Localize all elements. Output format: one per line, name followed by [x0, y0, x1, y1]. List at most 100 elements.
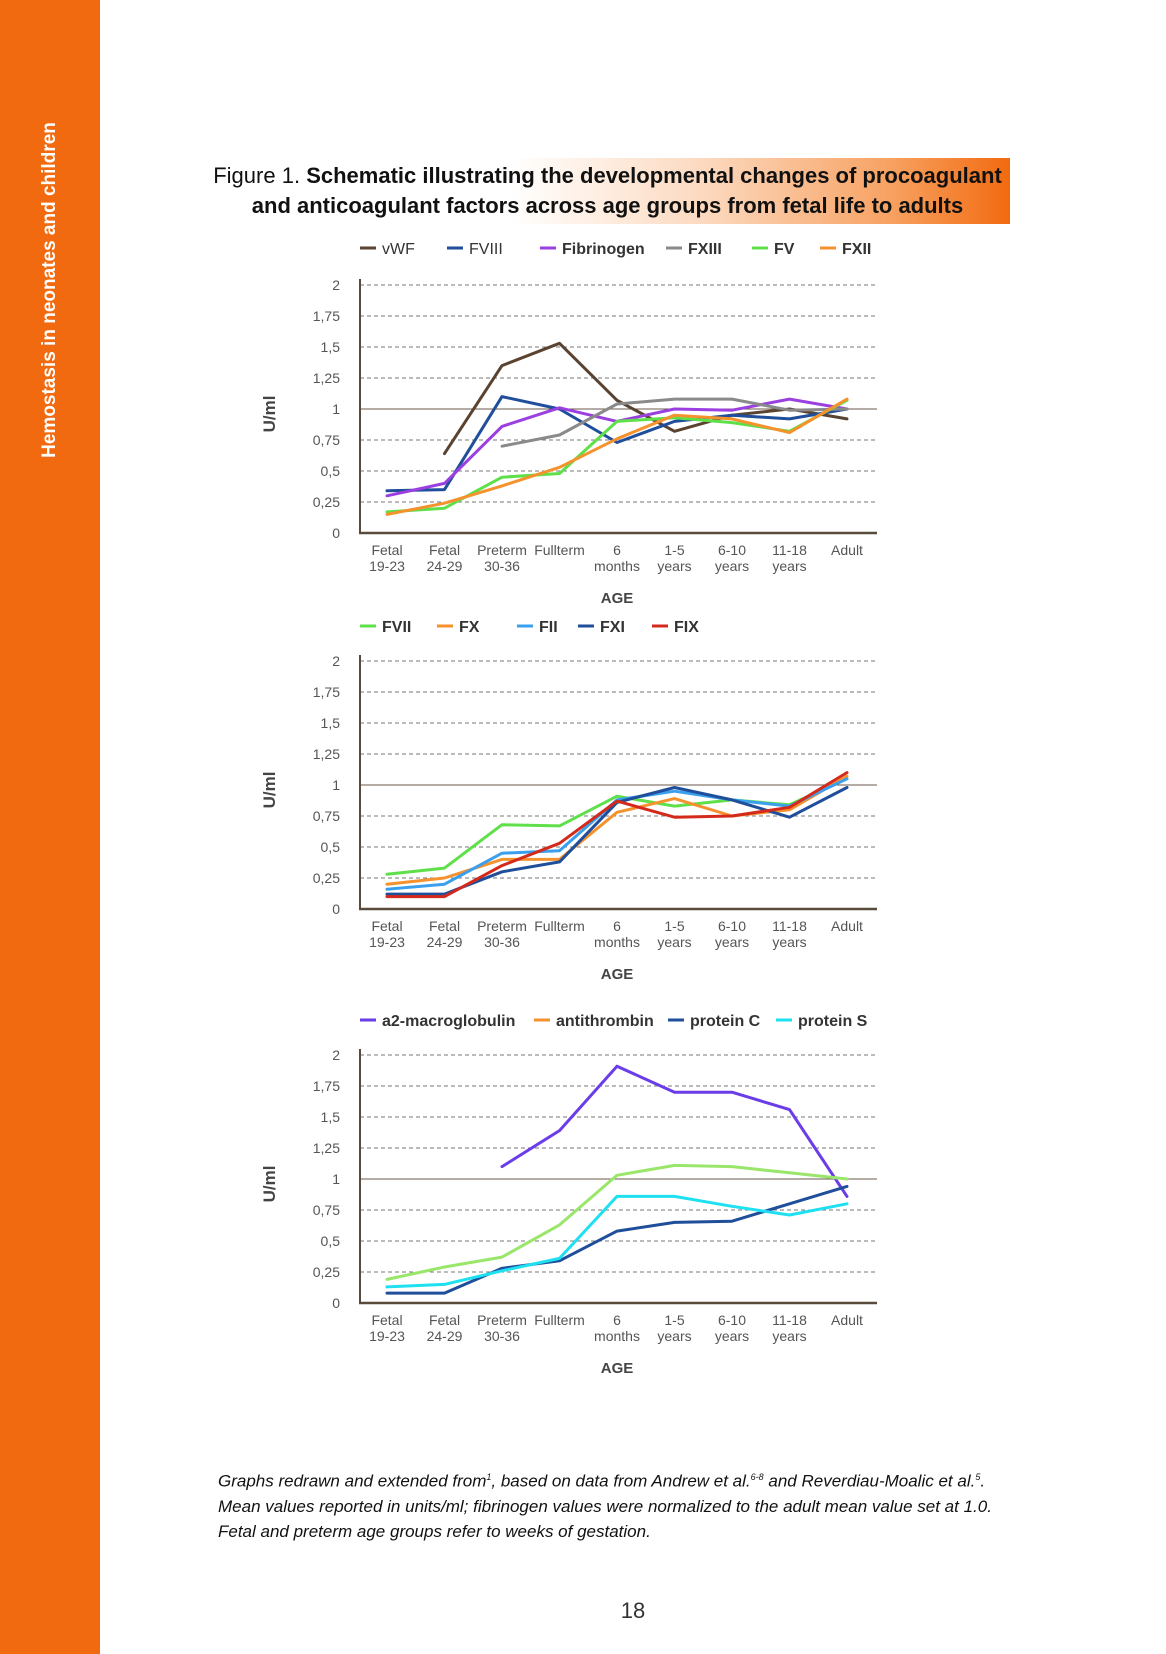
x-tick-label: Fetal — [429, 542, 460, 558]
x-tick-label: Adult — [831, 1312, 863, 1328]
y-tick-label: 1,25 — [313, 746, 340, 762]
x-tick-label: 11-18 — [772, 918, 807, 934]
legend-label: FVIII — [469, 241, 503, 258]
x-axis-label: AGE — [601, 1360, 634, 1377]
y-tick-label: 1,25 — [313, 370, 340, 386]
series-line-antithrombin — [385, 1163, 849, 1281]
x-tick-label: Fetal — [371, 918, 402, 934]
legend-label: Fibrinogen — [562, 241, 645, 258]
legend-label: vWF — [382, 241, 415, 258]
y-tick-label: 1,75 — [313, 308, 340, 324]
caption-ref: 5 — [975, 1472, 981, 1482]
y-tick-label: 2 — [332, 277, 340, 293]
x-tick-label: years — [657, 934, 691, 950]
y-tick-label: 0,25 — [313, 870, 340, 886]
x-tick-label: 24-29 — [427, 934, 463, 950]
y-tick-label: 0 — [332, 1295, 340, 1311]
series-line-fx — [385, 774, 849, 886]
figure-caption: Graphs redrawn and extended from1, based… — [218, 1465, 1038, 1544]
chart-svg: FVII FX FII FXI FIX 0 0,25 0,5 0,75 1 1,25 1,5 1,75 2… — [260, 619, 877, 983]
x-tick-label: Preterm — [477, 542, 527, 558]
caption-ref: 1 — [486, 1472, 492, 1482]
series-line-protein-s — [385, 1194, 849, 1289]
y-tick-label: 0 — [332, 525, 340, 541]
y-tick-label: 1,5 — [321, 715, 341, 731]
x-tick-label: 19-23 — [369, 934, 405, 950]
x-tick-label: 6-10 — [718, 1312, 746, 1328]
y-axis-label: U/ml — [260, 772, 279, 809]
x-tick-label: Adult — [831, 542, 863, 558]
x-tick-label: years — [772, 558, 806, 574]
figure-title-line1: Schematic illustrating the developmental… — [306, 163, 1002, 188]
x-tick-label: years — [772, 1328, 806, 1344]
x-tick-label: 11-18 — [772, 542, 807, 558]
x-tick-label: Fullterm — [534, 542, 585, 558]
y-tick-label: 0,5 — [321, 463, 341, 479]
figure-label: Figure 1. — [213, 163, 301, 188]
legend-label: protein S — [798, 1013, 868, 1030]
x-tick-label: Fullterm — [534, 918, 585, 934]
figure-title: Figure 1. Schematic illustrating the dev… — [205, 158, 1010, 224]
series-line-fxii — [385, 397, 849, 516]
y-tick-label: 2 — [332, 653, 340, 669]
x-tick-label: years — [657, 1328, 691, 1344]
caption-text: and Reverdiau-Moalic et al. — [763, 1471, 976, 1491]
chart-procoagulant-2: FVII FX FII FXI FIX 0 0,25 0,5 0,75 1 1,25 1,5 1,75 2… — [0, 606, 1166, 1001]
y-tick-label: 0,75 — [313, 1202, 340, 1218]
x-tick-label: 6 — [613, 542, 621, 558]
series-line-fxiii — [500, 397, 849, 448]
x-axis-label: AGE — [601, 590, 634, 607]
x-tick-label: Fetal — [371, 1312, 402, 1328]
caption-line3: Fetal and preterm age groups refer to we… — [218, 1521, 651, 1541]
y-tick-label: 0,75 — [313, 808, 340, 824]
legend-label: protein C — [690, 1013, 761, 1030]
y-tick-label: 0,75 — [313, 432, 340, 448]
caption-text: . — [980, 1471, 986, 1491]
x-tick-label: 6-10 — [718, 542, 746, 558]
x-tick-label: 24-29 — [427, 1328, 463, 1344]
x-tick-label: years — [772, 934, 806, 950]
x-tick-label: 30-36 — [484, 558, 520, 574]
legend-label: a2-macroglobulin — [382, 1013, 515, 1030]
x-tick-label: 1-5 — [664, 918, 684, 934]
x-tick-label: 19-23 — [369, 558, 405, 574]
legend-label: FVII — [382, 619, 411, 636]
legend-label: antithrombin — [556, 1013, 654, 1030]
y-tick-label: 1,75 — [313, 1078, 340, 1094]
y-tick-label: 0,5 — [321, 839, 341, 855]
x-tick-label: years — [657, 558, 691, 574]
x-tick-label: Preterm — [477, 1312, 527, 1328]
chart-svg: a2-macroglobulin antithrombin protein C pro… — [260, 1013, 877, 1377]
x-tick-label: Fullterm — [534, 1312, 585, 1328]
x-tick-label: Fetal — [429, 1312, 460, 1328]
caption-ref: 6-8 — [750, 1472, 764, 1482]
x-tick-label: 6 — [613, 1312, 621, 1328]
legend-label: FXI — [600, 619, 625, 636]
y-tick-label: 1 — [332, 1171, 340, 1187]
x-tick-label: months — [594, 1328, 640, 1344]
series-line-fix — [385, 771, 849, 899]
x-tick-label: months — [594, 558, 640, 574]
y-tick-label: 1,75 — [313, 684, 340, 700]
y-axis-label: U/ml — [260, 1166, 279, 1203]
figure-title-line2: and anticoagulant factors across age gro… — [251, 193, 964, 218]
y-tick-label: 1 — [332, 777, 340, 793]
legend-label: FXII — [842, 241, 871, 258]
y-tick-label: 0,25 — [313, 494, 340, 510]
x-tick-label: Fetal — [371, 542, 402, 558]
series-line-fibrinogen — [385, 397, 849, 498]
x-tick-label: Fetal — [429, 918, 460, 934]
x-tick-label: Preterm — [477, 918, 527, 934]
x-tick-label: 24-29 — [427, 558, 463, 574]
y-tick-label: 1 — [332, 401, 340, 417]
y-tick-label: 0,5 — [321, 1233, 341, 1249]
x-axis-label: AGE — [601, 966, 634, 983]
x-tick-label: Adult — [831, 918, 863, 934]
legend-label: FX — [459, 619, 480, 636]
x-tick-label: 11-18 — [772, 1312, 807, 1328]
x-tick-label: years — [715, 558, 749, 574]
x-tick-label: 1-5 — [664, 542, 684, 558]
caption-text: , based on data from Andrew et al. — [491, 1471, 751, 1491]
caption-line1: Graphs redrawn and extended from1, based… — [218, 1465, 1038, 1494]
y-tick-label: 2 — [332, 1047, 340, 1063]
